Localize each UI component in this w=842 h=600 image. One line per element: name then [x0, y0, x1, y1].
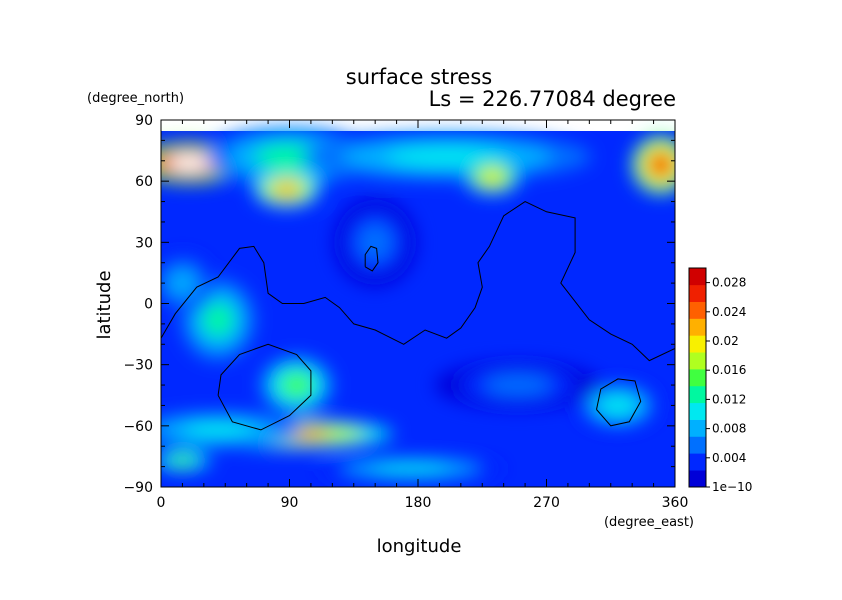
y-tick-label: −30 [123, 358, 153, 374]
y-tick-label: 0 [144, 297, 153, 313]
colorbar-tick-label: 0.012 [712, 392, 746, 406]
field-blob-core [483, 375, 553, 395]
colorbar-segment [689, 318, 706, 336]
colorbar-segment [689, 453, 706, 471]
colorbar-tick-label: 0.008 [712, 422, 746, 436]
y-axis-label: latitude [94, 270, 115, 339]
plot-area [161, 120, 675, 487]
x-tick-label: 0 [157, 495, 166, 511]
chart-title: surface stress [346, 65, 492, 89]
colorbar-segment [689, 301, 706, 319]
colorbar: 1e−10 0.004 0.008 0.012 0.016 0.02 0.024 0.028 [688, 267, 752, 494]
topography-contour-hellas [217, 343, 312, 431]
field-blob-core [386, 146, 507, 167]
colorbar-segment [689, 268, 706, 286]
x-axis-ticks: 0 90 180 270 360 [157, 120, 689, 511]
topography-contour-islet [364, 245, 379, 272]
x-units-label: (degree_east) [604, 515, 694, 530]
colorbar-segment [689, 385, 706, 404]
x-tick-label: 360 [662, 495, 689, 511]
y-tick-label: −60 [123, 419, 153, 435]
field-blob-core [167, 154, 212, 172]
stress-field [161, 127, 675, 487]
field-blob-core [372, 463, 450, 474]
colorbar-segment [689, 436, 706, 454]
y-tick-label: 30 [135, 235, 153, 251]
field-blob-core [480, 169, 505, 185]
y-units-label: (degree_north) [87, 91, 184, 106]
colorbar-segment [689, 402, 706, 420]
chart-subtitle: Ls = 226.77084 degree [429, 87, 676, 111]
field-blob-core [202, 302, 234, 337]
x-tick-label: 270 [533, 495, 560, 511]
y-tick-label: −90 [123, 480, 153, 496]
field-blob-core [600, 395, 636, 416]
colorbar-tick-label: 0.004 [712, 451, 746, 465]
colorbar-segment [689, 352, 706, 370]
field-blob-core [169, 455, 196, 466]
colorbar-tick-label: 0.016 [712, 363, 746, 377]
topography-contours [161, 201, 675, 431]
colorbar-segment [689, 284, 706, 302]
field-blob-core [281, 372, 313, 398]
colorbar-tick-label: 0.024 [712, 305, 746, 319]
colorbar-segment [689, 470, 706, 488]
colorbar-tick-label: 0.028 [712, 276, 746, 290]
field-blob-core [272, 181, 301, 197]
topography-contour-argyre [596, 378, 642, 427]
x-tick-label: 90 [281, 495, 299, 511]
y-tick-label: 60 [135, 174, 153, 190]
colorbar-tick-label: 1e−10 [712, 480, 752, 494]
colorbar-segment [689, 369, 706, 387]
colorbar-segment [689, 419, 706, 437]
field-blob-core [358, 223, 393, 261]
colorbar-tick-label: 0.02 [712, 334, 739, 348]
field-blob-core [183, 422, 253, 438]
colorbar-frame [688, 267, 707, 488]
field-blob-core [169, 270, 196, 296]
colorbar-segment [689, 335, 706, 353]
x-tick-label: 180 [405, 495, 432, 511]
topography-contour-north [161, 201, 675, 362]
field-blob-core [648, 152, 673, 178]
field-blobs [161, 127, 675, 481]
y-tick-label: 90 [135, 113, 153, 129]
y-axis-ticks: 90 60 30 0 −30 −60 −90 [123, 113, 675, 496]
x-axis-label: longitude [377, 536, 462, 557]
